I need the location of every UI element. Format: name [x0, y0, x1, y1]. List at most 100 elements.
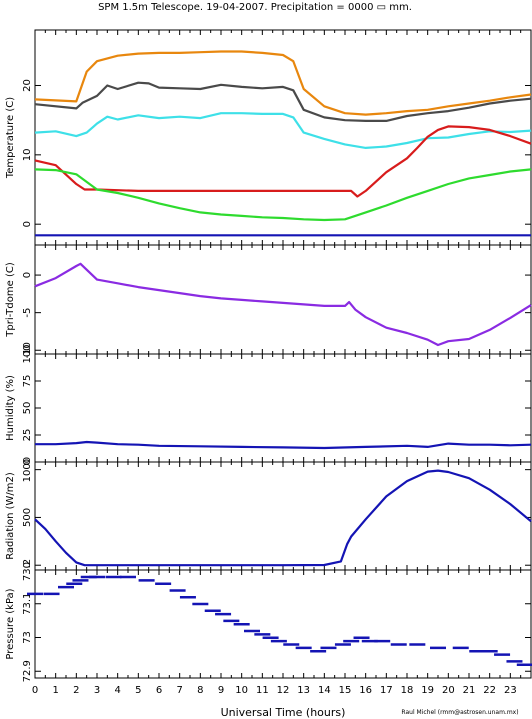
radiation-frame — [34, 461, 532, 571]
x-tick-label: 11 — [256, 685, 269, 696]
pressure-point — [452, 646, 469, 650]
temperature-series-cyan-line — [34, 112, 532, 149]
pressure-point — [270, 639, 287, 643]
temperature-series-red-line — [34, 125, 532, 198]
temperature-y-tick-label: 10 — [22, 148, 33, 161]
temperature-panel: 0 10 20 Temperature (C) — [5, 29, 532, 246]
radiation-y-axis-label: Radiation (W/m2) — [5, 472, 16, 560]
pressure-y-tick-label: 73.1 — [22, 593, 33, 615]
pressure-point — [506, 660, 523, 663]
tpri-tdome-panel: 0 -5 -10 Tpri-Tdome (C) — [5, 244, 532, 358]
pressure-point — [320, 646, 337, 650]
temperature-series-dark_gray-line — [34, 81, 532, 122]
pressure-point — [390, 643, 407, 646]
humidity-series-blue-line — [35, 440, 532, 450]
pressure-point — [409, 643, 426, 646]
x-tick-label: 0 — [32, 685, 38, 696]
pressure-point — [89, 575, 105, 579]
x-tick-label: 7 — [176, 685, 182, 696]
pressure-y-tick-label: 72.9 — [22, 660, 33, 682]
x-tick-label: 20 — [442, 685, 455, 696]
tpri-tdome-y-tick-label: -10 — [22, 342, 33, 358]
humidity-y-tick-label: 0 — [22, 459, 33, 465]
figure-title-unit: mm. — [389, 2, 412, 13]
pressure-point — [334, 643, 351, 646]
radiation-y-tick-label: 0 — [22, 562, 33, 568]
pressure-point — [192, 602, 209, 606]
radiation-y-tick-label: 500 — [22, 508, 33, 527]
pressure-y-tick-label: 73.2 — [22, 559, 33, 581]
credit-text: Raul Michel (rmm@astrosen.unam.mx) — [401, 709, 518, 716]
x-tick-label: 15 — [339, 685, 352, 696]
x-tick-label: 8 — [197, 685, 203, 696]
x-tick-label: 14 — [318, 685, 331, 696]
pressure-point — [223, 619, 240, 623]
pressure-point — [494, 653, 511, 656]
pressure-point — [72, 579, 89, 582]
pressure-y-axis-label: Pressure (kPa) — [5, 588, 16, 659]
pressure-point — [361, 639, 378, 643]
humidity-y-axis-label: Humidity (%) — [5, 375, 16, 441]
x-tick-label: 2 — [73, 685, 79, 696]
x-tick-label: 12 — [277, 685, 290, 696]
x-tick-label: 16 — [359, 685, 372, 696]
humidity-y-tick-label: 50 — [22, 402, 33, 415]
pressure-frame — [34, 569, 532, 679]
pressure-point — [27, 592, 43, 596]
x-tick-label: 9 — [218, 685, 224, 696]
pressure-point — [80, 575, 97, 579]
pressure-point — [343, 639, 360, 643]
x-tick-label: 1 — [52, 685, 58, 696]
pressure-point — [295, 646, 312, 650]
humidity-panel: 0 25 50 75 100 Humidity (%) — [5, 344, 532, 465]
temperature-frame — [34, 29, 532, 246]
pressure-point — [516, 663, 532, 666]
x-tick-label: 10 — [235, 685, 248, 696]
figure-title-box-glyph: ▭ — [373, 2, 389, 13]
pressure-point — [215, 612, 232, 616]
temperature-y-tick-label: 20 — [22, 79, 33, 92]
x-tick-label: 22 — [483, 685, 496, 696]
pressure-point — [283, 643, 300, 646]
pressure-point — [179, 596, 196, 599]
humidity-frame — [34, 353, 532, 463]
radiation-y-tick-label: 1000 — [22, 457, 33, 482]
pressure-point — [120, 575, 136, 579]
pressure-point — [430, 646, 446, 650]
pressure-y-tick-label: 73 — [22, 631, 33, 644]
x-tick-label: 3 — [94, 685, 100, 696]
pressure-point — [138, 579, 155, 582]
pressure-point — [254, 633, 271, 636]
tpri-tdome-y-tick-label: -5 — [22, 308, 33, 318]
pressure-series-blue — [27, 575, 532, 666]
x-tick-label: 19 — [421, 685, 434, 696]
x-tick-label: 18 — [401, 685, 414, 696]
humidity-y-tick-label: 25 — [22, 429, 33, 442]
tpri-tdome-frame — [34, 244, 532, 355]
tpri-tdome-y-axis-label: Tpri-Tdome (C) — [5, 262, 16, 338]
x-axis-label: Universal Time (hours) — [221, 706, 346, 719]
x-tick-label: 6 — [156, 685, 162, 696]
tpri-tdome-y-tick-label: 0 — [22, 272, 33, 278]
pressure-point — [105, 575, 122, 579]
pressure-point — [204, 609, 221, 612]
x-tick-label: 17 — [380, 685, 393, 696]
pressure-point — [58, 585, 74, 589]
x-tick-label: 4 — [114, 685, 120, 696]
temperature-y-tick-label: 0 — [22, 221, 33, 227]
pressure-point — [43, 592, 60, 596]
x-tick-label: 21 — [463, 685, 476, 696]
x-tick-label: 23 — [504, 685, 517, 696]
pressure-point — [310, 650, 327, 653]
pressure-point — [374, 639, 391, 643]
temperature-y-axis-label: Temperature (C) — [5, 97, 16, 179]
x-tick-label: 13 — [297, 685, 310, 696]
pressure-point — [469, 650, 486, 653]
humidity-y-tick-label: 75 — [22, 375, 33, 388]
radiation-panel: 0 500 1000 Radiation (W/m2) — [5, 457, 532, 571]
tpri-tdome-series-purple-line — [34, 262, 532, 347]
pressure-point — [169, 589, 186, 592]
x-tick-label: 5 — [135, 685, 141, 696]
figure-title: SPM 1.5m Telescope. 19-04-2007. Precipit… — [98, 2, 412, 13]
